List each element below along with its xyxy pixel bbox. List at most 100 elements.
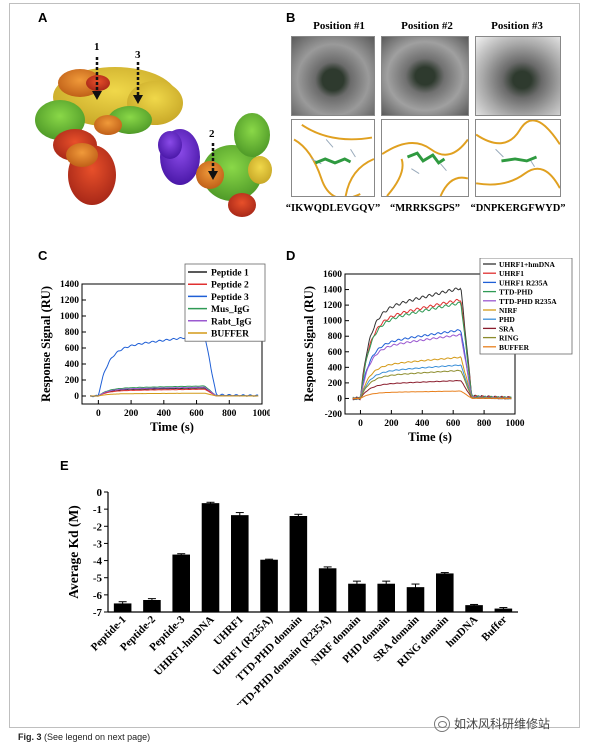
legend-label: UHRF1 R235A	[499, 278, 549, 287]
legend-label: Rabt_IgG	[211, 317, 252, 327]
watermark: 如沐风科研维修站	[434, 715, 550, 732]
arrow-3-icon	[133, 62, 143, 104]
legend-label: UHRF1+hmDNA	[499, 260, 556, 269]
y-tick-label: -200	[325, 410, 343, 420]
bar	[318, 568, 337, 612]
legend-label: BUFFER	[499, 343, 530, 352]
legend-label: RING	[499, 334, 519, 343]
chart-c-sensorgram: 0 200 400 600 800 1000 0 200 400 600 800 1000 1200 14…	[39, 263, 271, 434]
legend-label: BUFFER	[211, 330, 249, 340]
y-tick-label: 200	[328, 379, 343, 389]
y-tick-label: 600	[328, 348, 343, 358]
panel-label-a: A	[38, 10, 48, 25]
legend-label: TTD-PHD R235A	[499, 297, 557, 306]
bar	[377, 583, 395, 612]
y-tick-label: 1200	[60, 296, 79, 306]
y-axis-label: Response Signal (RU)	[39, 286, 53, 402]
arrow-2-icon	[208, 143, 218, 180]
chart-d-sensorgram: 0 200 400 600 800 1000 -200 0 200 400 600 800 1000 12…	[302, 258, 573, 444]
position-3-header: Position #3	[491, 20, 543, 32]
series-line	[352, 333, 512, 400]
x-tick-label: 200	[124, 409, 139, 419]
bar	[201, 503, 220, 612]
surface-pocket-1	[291, 36, 375, 116]
sequence-2: “MRRKSGPS”	[389, 203, 460, 214]
protein-blob-right	[158, 113, 272, 217]
x-tick-label: 1000	[506, 419, 525, 429]
surface-pocket-2	[381, 36, 469, 116]
bar	[260, 559, 278, 612]
bar	[143, 600, 161, 612]
arrow-label-3: 3	[135, 49, 141, 61]
bar	[406, 587, 425, 612]
panel-label-c: C	[38, 248, 48, 263]
ribbon-view-1	[291, 119, 375, 197]
legend-label: UHRF1	[499, 269, 524, 278]
y-tick-label: -5	[93, 573, 103, 585]
x-tick-label: 1000	[253, 409, 271, 419]
y-tick-label: -2	[93, 521, 103, 533]
y-tick-label: 400	[328, 363, 343, 373]
bar	[172, 554, 190, 612]
legend-label: Peptide 2	[211, 281, 249, 291]
legend-label: PHD	[499, 315, 515, 324]
sequence-3: “DNPKERGFWYD”	[470, 203, 566, 214]
x-tick-label: 0	[358, 419, 363, 429]
y-tick-label: 1400	[60, 280, 79, 290]
x-tick-label: 200	[384, 419, 399, 429]
x-tick-label: 800	[222, 409, 237, 419]
y-tick-label: 1400	[323, 286, 342, 296]
y-tick-label: 1000	[323, 317, 342, 327]
y-tick-label: -3	[93, 538, 103, 550]
bar	[289, 516, 308, 612]
legend-label: Mus_IgG	[211, 305, 250, 315]
arrow-label-1: 1	[94, 41, 100, 53]
series-line	[89, 334, 259, 398]
caption-fig-label: Fig. 3	[18, 732, 42, 742]
panel-label-b: B	[286, 10, 296, 25]
bar	[494, 608, 513, 612]
x-axis-label: Time (s)	[408, 430, 452, 444]
x-tick-label: 400	[157, 409, 172, 419]
y-tick-label: 200	[65, 376, 80, 386]
panel-a-protein-surface: 1 3 2	[35, 41, 272, 217]
x-axis-label: Time (s)	[150, 420, 194, 434]
ribbon-view-3	[475, 119, 561, 197]
legend-box	[479, 258, 573, 355]
y-tick-label: 1000	[60, 312, 79, 322]
x-tick-label: 600	[189, 409, 204, 419]
wechat-icon	[434, 715, 450, 732]
y-tick-label: 800	[328, 332, 343, 342]
y-axis-label: Average Kd (M)	[66, 505, 81, 598]
y-tick-label: -7	[93, 607, 103, 619]
bar	[465, 605, 483, 612]
sequence-1: “IKWQDLEVGQV”	[285, 203, 381, 214]
series-line	[352, 390, 512, 400]
x-tick-label: 400	[415, 419, 430, 429]
y-tick-label: 1200	[323, 301, 342, 311]
x-tick-label: 600	[446, 419, 461, 429]
legend-label: TTD-PHD	[499, 288, 533, 297]
arrow-label-2: 2	[209, 128, 215, 140]
bar	[231, 515, 249, 612]
legend-label: Peptide 1	[211, 269, 249, 279]
legend-box	[184, 263, 266, 342]
y-tick-label: 800	[65, 328, 80, 338]
y-tick-label: -4	[93, 556, 103, 568]
position-1-header: Position #1	[313, 20, 365, 32]
category-label: Buffer	[479, 614, 509, 644]
y-tick-label: 0	[97, 487, 103, 499]
ribbon-view-2	[381, 119, 469, 197]
y-tick-label: -1	[93, 504, 102, 516]
figure-frame	[9, 3, 580, 728]
category-label: hmDNA	[444, 614, 480, 650]
y-tick-label: 600	[65, 344, 80, 354]
figure-caption: Fig. 3 (See legend on next page)	[18, 732, 150, 742]
bar	[436, 573, 454, 612]
y-tick-label: 0	[337, 394, 342, 404]
watermark-text: 如沐风科研维修站	[454, 717, 551, 731]
y-tick-label: 1600	[323, 270, 342, 280]
y-tick-label: 400	[65, 360, 80, 370]
bar	[348, 583, 366, 612]
